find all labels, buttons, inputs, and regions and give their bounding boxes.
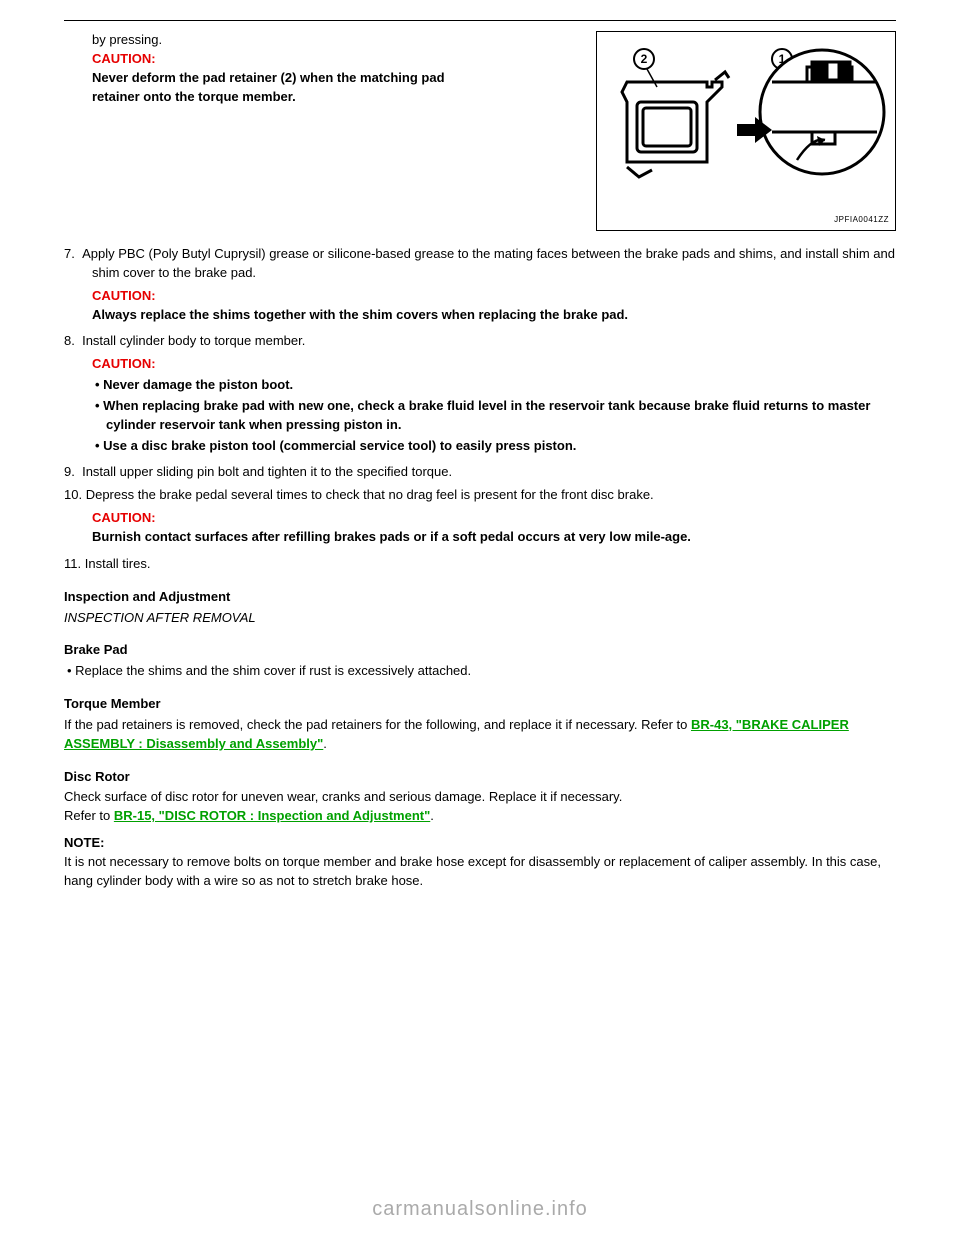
- caution-block-10: CAUTION: Burnish contact surfaces after …: [92, 509, 896, 547]
- step-9-text: Install upper sliding pin bolt and tight…: [82, 464, 452, 479]
- step-10-text: Depress the brake pedal several times to…: [86, 487, 654, 502]
- disc-rotor-text1: Check surface of disc rotor for uneven w…: [64, 788, 896, 807]
- inspection-heading: Inspection and Adjustment: [64, 588, 896, 607]
- figure-code: JPFIA0041ZZ: [834, 214, 889, 226]
- link-br15[interactable]: BR-15, "DISC ROTOR : Inspection and Adju…: [114, 808, 430, 823]
- caution-8-b3: Use a disc brake piston tool (commercial…: [92, 437, 896, 456]
- caution-label: CAUTION:: [92, 51, 156, 66]
- dr-end: .: [430, 808, 434, 823]
- watermark-text: carmanualsonline.info: [0, 1195, 960, 1224]
- caliper-diagram-svg: 2 1: [597, 32, 895, 230]
- step-7-text: Apply PBC (Poly Butyl Cuprysil) grease o…: [82, 246, 895, 280]
- step-8-num: 8.: [64, 333, 75, 348]
- step-7: 7. Apply PBC (Poly Butyl Cuprysil) greas…: [64, 245, 896, 283]
- disc-rotor-text2: Refer to BR-15, "DISC ROTOR : Inspection…: [64, 807, 896, 826]
- step-10-num: 10.: [64, 487, 82, 502]
- dr-refer: Refer to: [64, 808, 114, 823]
- header-divider: [64, 20, 896, 21]
- caution-block-7: CAUTION: Always replace the shims togeth…: [92, 287, 896, 325]
- caution-7-text: Always replace the shims together with t…: [92, 307, 628, 322]
- caution-text-1a: Never deform the pad retainer (2) when t…: [92, 70, 445, 85]
- step-8: 8. Install cylinder body to torque membe…: [64, 332, 896, 351]
- step-8-text: Install cylinder body to torque member.: [82, 333, 305, 348]
- diagram-figure: 2 1: [596, 31, 896, 231]
- note-text: It is not necessary to remove bolts on t…: [64, 854, 881, 888]
- callout-2-label: 2: [641, 52, 648, 66]
- caution-label: CAUTION:: [92, 510, 156, 525]
- tm-text1: If the pad retainers is removed, check t…: [64, 717, 687, 732]
- caution-block-8: CAUTION: Never damage the piston boot. W…: [92, 355, 896, 455]
- brake-pad-heading: Brake Pad: [64, 641, 896, 660]
- caution-8-b2: When replacing brake pad with new one, c…: [92, 397, 896, 435]
- torque-member-heading: Torque Member: [64, 695, 896, 714]
- tm-end: .: [323, 736, 327, 751]
- disc-rotor-heading: Disc Rotor: [64, 768, 896, 787]
- caution-8-b1: Never damage the piston boot.: [92, 376, 896, 395]
- step-11-text: Install tires.: [85, 556, 151, 571]
- brake-pad-bullet: Replace the shims and the shim cover if …: [64, 662, 896, 681]
- caution-10-text: Burnish contact surfaces after refilling…: [92, 529, 691, 544]
- step-9: 9. Install upper sliding pin bolt and ti…: [64, 463, 896, 482]
- caution-label: CAUTION:: [92, 288, 156, 303]
- step-9-num: 9.: [64, 464, 75, 479]
- inspection-subheading: INSPECTION AFTER REMOVAL: [64, 609, 896, 628]
- step-10: 10. Depress the brake pedal several time…: [64, 486, 896, 505]
- caution-label: CAUTION:: [92, 356, 156, 371]
- page-content: 2 1: [0, 0, 960, 925]
- caution-text-1b: retainer onto the torque member.: [92, 89, 296, 104]
- note-block: NOTE: It is not necessary to remove bolt…: [64, 834, 896, 891]
- note-label: NOTE:: [64, 835, 104, 850]
- torque-member-text: If the pad retainers is removed, check t…: [64, 716, 896, 754]
- step-11: 11. Install tires.: [64, 555, 896, 574]
- step-11-num: 11.: [64, 556, 81, 571]
- step-7-num: 7.: [64, 246, 75, 261]
